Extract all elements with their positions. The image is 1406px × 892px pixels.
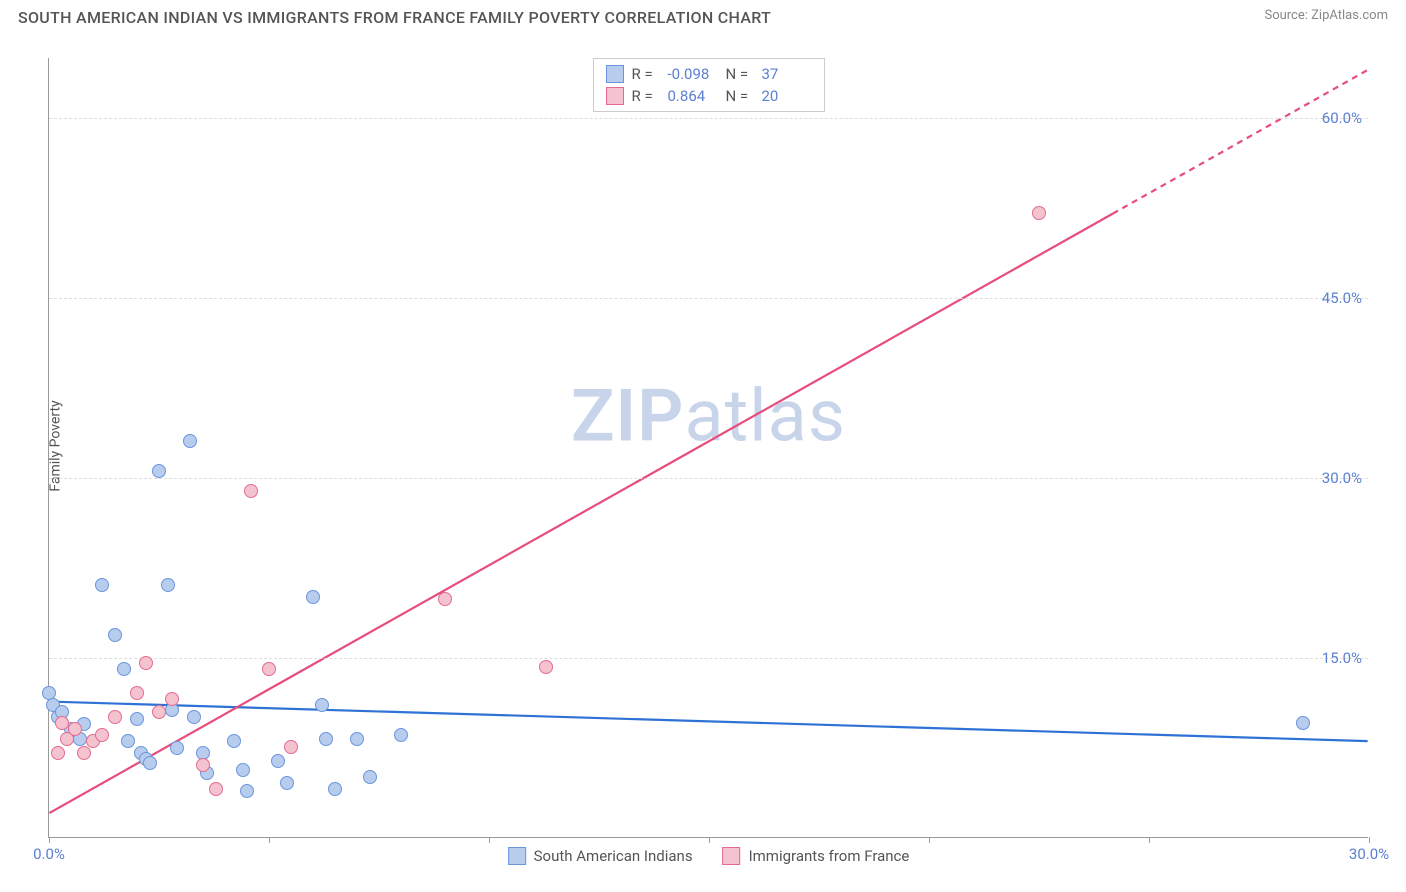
data-point (55, 716, 69, 730)
y-tick-label: 30.0% (1322, 469, 1362, 487)
x-tick (269, 837, 270, 843)
r-label: R = (632, 87, 660, 105)
n-label: N = (726, 87, 754, 105)
data-point (183, 434, 197, 448)
watermark-atlas: atlas (684, 374, 846, 459)
x-tick (1149, 837, 1150, 843)
swatch-series1 (606, 65, 624, 83)
data-point (170, 741, 184, 755)
watermark: ZIPatlas (571, 374, 846, 459)
legend-row-series2: R = 0.864 N = 20 (606, 85, 812, 107)
chart-title: SOUTH AMERICAN INDIAN VS IMMIGRANTS FROM… (18, 8, 771, 27)
data-point (539, 660, 553, 674)
data-point (271, 754, 285, 768)
n-label: N = (726, 65, 754, 83)
data-point (117, 662, 131, 676)
data-point (152, 464, 166, 478)
data-point (438, 592, 452, 606)
data-point (240, 784, 254, 798)
gridline (49, 298, 1368, 299)
r-value-series1: -0.098 (668, 65, 718, 83)
data-point (363, 770, 377, 784)
data-point (1032, 206, 1046, 220)
data-point (139, 656, 153, 670)
data-point (319, 732, 333, 746)
data-point (284, 740, 298, 754)
legend-item-series2: Immigrants from France (723, 847, 910, 865)
data-point (262, 662, 276, 676)
r-value-series2: 0.864 (668, 87, 718, 105)
data-point (165, 692, 179, 706)
legend-correlation: R = -0.098 N = 37 R = 0.864 N = 20 (593, 58, 825, 112)
data-point (306, 590, 320, 604)
swatch-series2 (606, 87, 624, 105)
data-point (143, 756, 157, 770)
data-point (244, 484, 258, 498)
data-point (95, 578, 109, 592)
data-point (350, 732, 364, 746)
y-tick-label: 60.0% (1322, 109, 1362, 127)
gridline (49, 118, 1368, 119)
y-tick-label: 45.0% (1322, 289, 1362, 307)
legend-row-series1: R = -0.098 N = 37 (606, 63, 812, 85)
x-tick (709, 837, 710, 843)
scatter-chart: ZIPatlas R = -0.098 N = 37 R = 0.864 N =… (48, 58, 1368, 838)
legend-item-series1: South American Indians (508, 847, 693, 865)
data-point (130, 686, 144, 700)
trendlines-svg (49, 58, 1368, 837)
data-point (209, 782, 223, 796)
swatch-series2-bottom (723, 847, 741, 865)
watermark-zip: ZIP (571, 374, 684, 459)
data-point (196, 758, 210, 772)
x-tick (1369, 837, 1370, 843)
series2-name: Immigrants from France (749, 847, 910, 865)
data-point (394, 728, 408, 742)
data-point (315, 698, 329, 712)
data-point (187, 710, 201, 724)
data-point (108, 710, 122, 724)
source-label: Source: ZipAtlas.com (1264, 8, 1388, 23)
data-point (77, 746, 91, 760)
x-tick-label: 30.0% (1349, 845, 1389, 863)
data-point (95, 728, 109, 742)
x-tick (929, 837, 930, 843)
data-point (68, 722, 82, 736)
data-point (328, 782, 342, 796)
legend-series: South American Indians Immigrants from F… (508, 847, 910, 865)
data-point (236, 763, 250, 777)
y-tick-label: 15.0% (1322, 649, 1362, 667)
data-point (121, 734, 135, 748)
swatch-series1-bottom (508, 847, 526, 865)
data-point (51, 746, 65, 760)
x-tick (49, 837, 50, 843)
n-value-series2: 20 (762, 87, 812, 105)
data-point (108, 628, 122, 642)
series1-name: South American Indians (534, 847, 693, 865)
gridline (49, 478, 1368, 479)
x-tick-label: 0.0% (33, 845, 65, 863)
x-tick (489, 837, 490, 843)
data-point (227, 734, 241, 748)
gridline (49, 658, 1368, 659)
data-point (161, 578, 175, 592)
data-point (1296, 716, 1310, 730)
data-point (280, 776, 294, 790)
header: SOUTH AMERICAN INDIAN VS IMMIGRANTS FROM… (0, 0, 1406, 31)
n-value-series1: 37 (762, 65, 812, 83)
data-point (152, 705, 166, 719)
data-point (130, 712, 144, 726)
r-label: R = (632, 65, 660, 83)
